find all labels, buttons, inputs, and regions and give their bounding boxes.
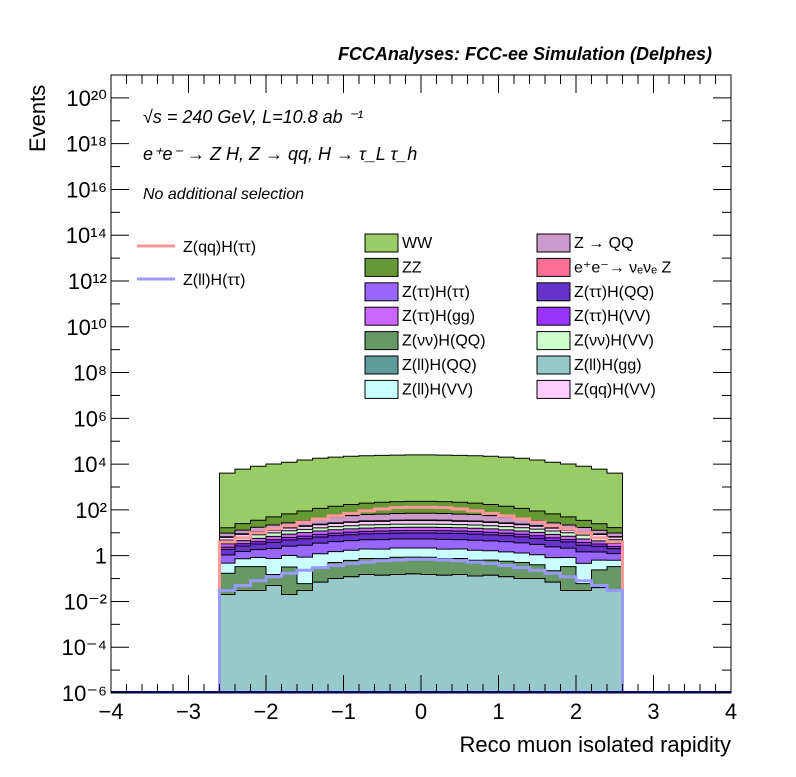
x-tick-label: −2 — [253, 699, 278, 724]
legend-swatch-z-tautau-h-qq — [536, 282, 571, 302]
x-tick-label: 3 — [647, 699, 659, 724]
y-tick-label: 10⁻⁶ — [62, 681, 107, 706]
annotation-energy-lumi: √s = 240 GeV, L=10.8 ab ⁻¹ — [143, 107, 363, 127]
chart-title: FCCAnalyses: FCC-ee Simulation (Delphes) — [338, 44, 712, 64]
legend: WW ZZ Z(ττ)H(ττ) Z(ττ)H(gg) Z(νν)H(QQ) Z(ll)H… — [137, 233, 671, 399]
y-tick-label: 10⁻² — [64, 589, 107, 614]
legend-label-z-tautau-h-vv: Z(ττ)H(VV) — [574, 308, 651, 325]
legend-label-z-nunu-h-vv: Z(νν)H(VV) — [574, 333, 654, 350]
legend-label-z-to-qq: Z → QQ — [574, 235, 634, 252]
line-z-qq-h-tautau — [218, 505, 624, 693]
x-tick-label: 4 — [725, 699, 737, 724]
legend-label-z-ll-h-vv: Z(ll)H(VV) — [402, 381, 473, 398]
y-tick-label: 10¹⁶ — [66, 177, 107, 202]
y-axis-label: Events — [25, 85, 50, 152]
legend-swatch-epemto-nuenue-z — [536, 257, 571, 277]
legend-swatch-z-to-qq — [536, 233, 571, 253]
line-z-ll-h-tautau — [218, 557, 624, 693]
axes-layer: −4 −3 −2 −1 0 1 2 3 4 10⁻⁶ 10⁻⁴ 10⁻² 1 10² 10⁴ 10⁶ 10⁸ 10… — [61, 74, 737, 724]
legend-swatch-z-tautau-h-tautau — [364, 282, 399, 302]
x-tick-label: 1 — [492, 699, 504, 724]
legend-swatch-zz — [364, 257, 399, 277]
legend-swatch-z-tautau-h-gg — [364, 306, 399, 326]
legend-label-z-tautau-h-gg: Z(ττ)H(gg) — [402, 308, 475, 325]
y-tick-label: 10⁶ — [73, 406, 107, 431]
legend-line-label-z-ll-h-tautau: Z(ll)H(ττ) — [183, 272, 245, 289]
y-tick-label: 1 — [95, 544, 107, 569]
stack-z-ll-h-gg — [219, 573, 623, 694]
legend-swatch-z-tautau-h-vv — [536, 306, 571, 326]
y-tick-label: 10⁸ — [73, 361, 107, 386]
legend-swatch-z-ll-h-gg — [536, 355, 571, 375]
x-axis-label: Reco muon isolated rapidity — [460, 732, 731, 757]
signal-lines-layer — [218, 505, 624, 693]
x-tick-label: −3 — [176, 699, 201, 724]
legend-swatch-z-ll-h-vv — [364, 379, 399, 399]
y-tick-label: 10⁻⁴ — [61, 635, 107, 660]
legend-label-z-tautau-h-qq: Z(ττ)H(QQ) — [574, 284, 654, 301]
legend-swatch-z-ll-h-qq — [364, 355, 399, 375]
legend-swatch-z-nunu-h-qq — [364, 331, 399, 351]
x-tick-label: 2 — [570, 699, 582, 724]
legend-label-ww: WW — [402, 235, 433, 252]
legend-label-zz: ZZ — [402, 259, 422, 276]
annotation-process: e⁺e⁻ → Z H, Z → qq, H → τ_L τ_h — [143, 144, 417, 164]
x-tick-label: −4 — [98, 699, 123, 724]
legend-label-z-ll-h-gg: Z(ll)H(gg) — [574, 357, 642, 374]
legend-swatch-z-nunu-h-vv — [536, 331, 571, 351]
legend-label-z-ll-h-qq: Z(ll)H(QQ) — [402, 357, 477, 374]
legend-label-epemto-nuenue-z: e⁺e⁻→ νₑνₑ Z — [574, 259, 671, 276]
y-tick-label: 10²⁰ — [66, 86, 107, 111]
annotation-selection: No additional selection — [143, 186, 304, 203]
y-tick-label: 10¹⁴ — [66, 223, 107, 248]
x-tick-label: 0 — [415, 699, 427, 724]
stack-layer — [219, 454, 623, 694]
y-tick-label: 10¹⁸ — [66, 132, 107, 157]
legend-swatch-z-qq-h-vv — [536, 379, 571, 399]
x-tick-label: −1 — [331, 699, 356, 724]
y-tick-label: 10¹² — [68, 269, 107, 294]
legend-label-z-tautau-h-tautau: Z(ττ)H(ττ) — [402, 284, 470, 301]
legend-swatch-ww — [364, 233, 399, 253]
legend-label-z-qq-h-vv: Z(qq)H(VV) — [574, 381, 656, 398]
y-tick-label: 10¹⁰ — [66, 315, 107, 340]
legend-label-z-nunu-h-qq: Z(νν)H(QQ) — [402, 333, 486, 350]
y-tick-label: 10² — [75, 498, 107, 523]
y-tick-label: 10⁴ — [73, 452, 107, 477]
legend-line-label-z-qq-h-tautau: Z(qq)H(ττ) — [183, 239, 256, 256]
